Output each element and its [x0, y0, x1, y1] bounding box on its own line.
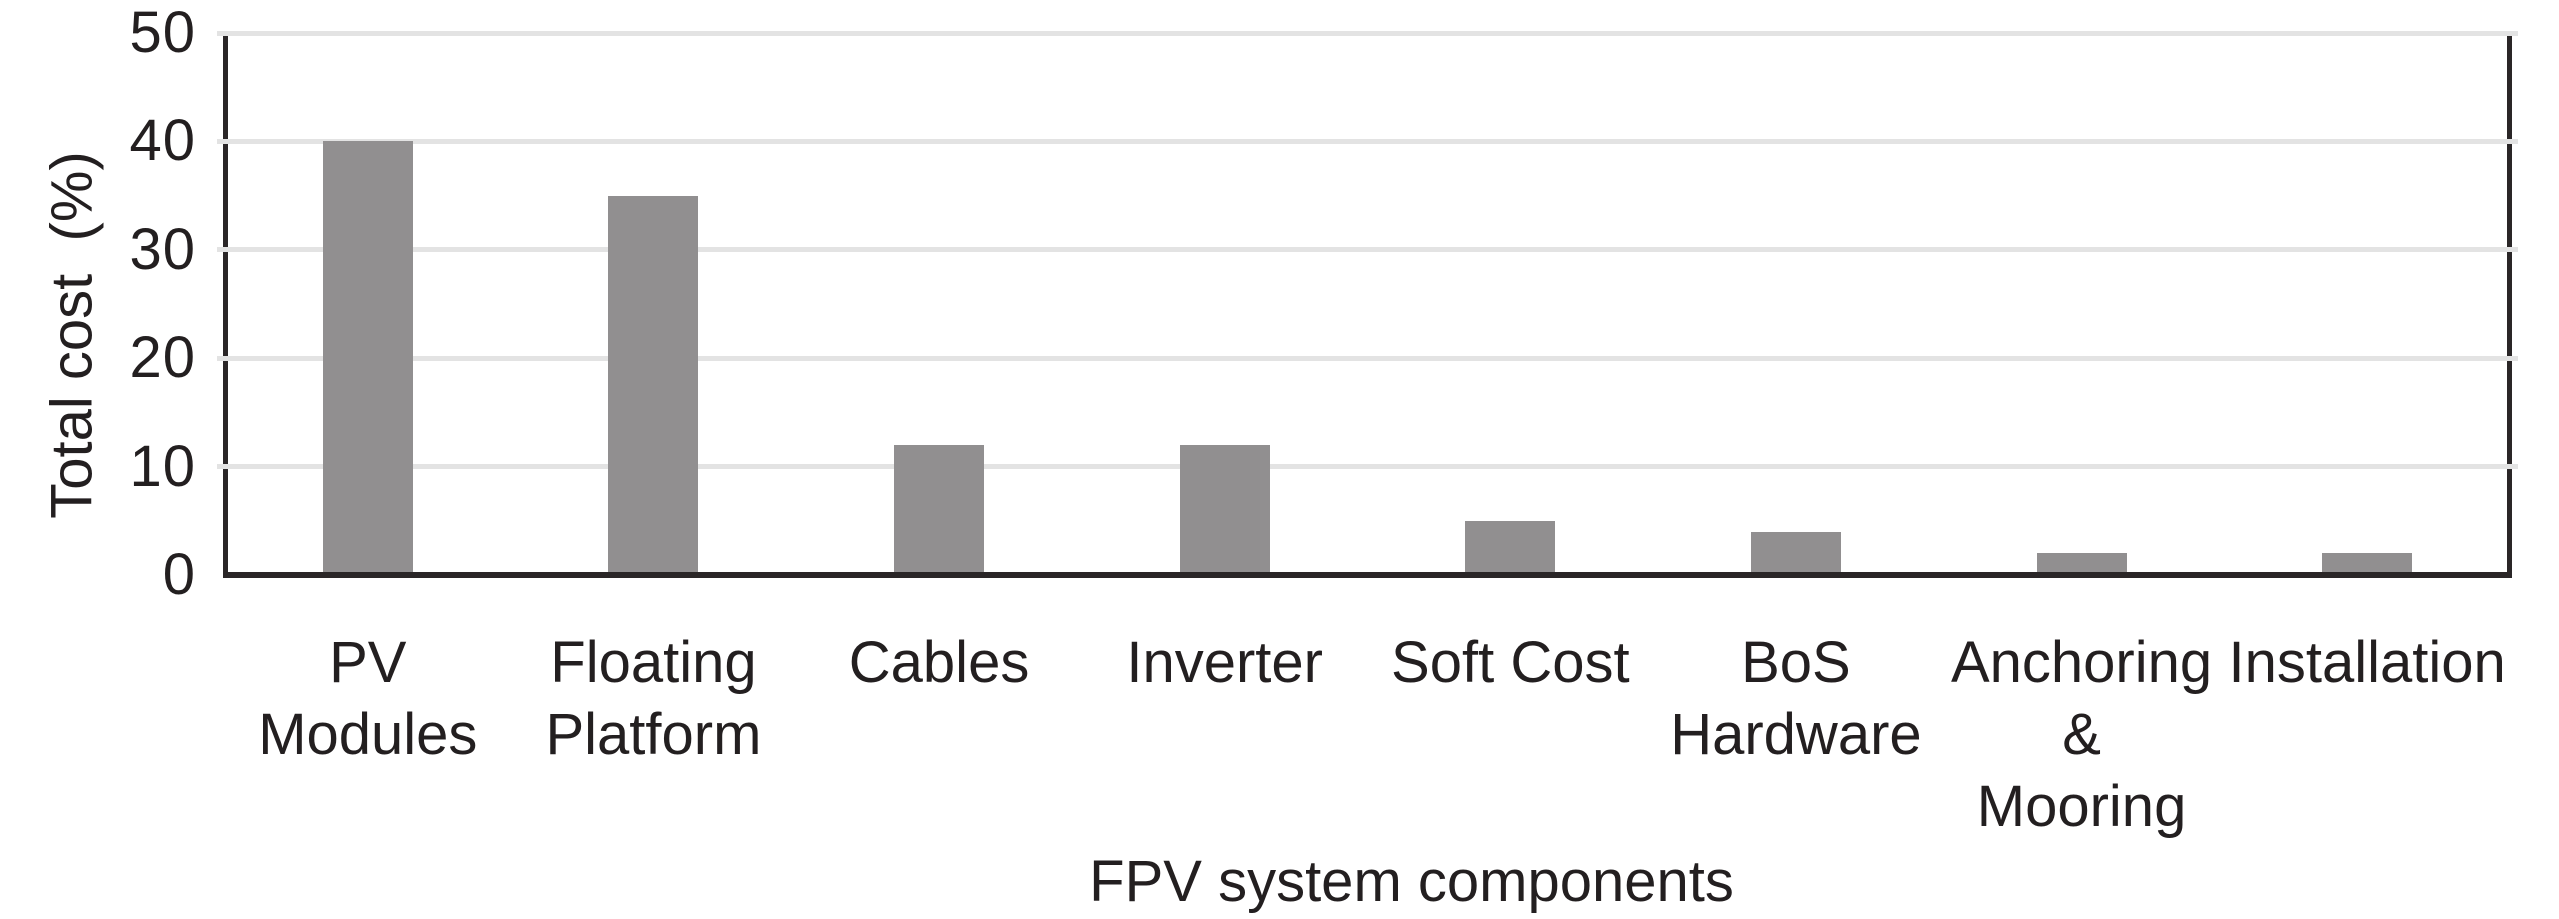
x-category-label-inverter: Inverter: [1126, 630, 1323, 695]
y-tick-label-40: 40: [129, 108, 196, 174]
x-axis-line: [223, 572, 2512, 578]
gridline-10: [217, 464, 2518, 470]
bar-pv-modules: [322, 141, 413, 575]
x-axis-title: FPV system components: [1089, 849, 1734, 914]
y-tick-label-10: 10: [129, 433, 196, 499]
bar-cables: [894, 444, 985, 575]
x-axis-category-labels: PV Modules Floating Platform Cables Inverte…: [225, 627, 2510, 843]
gridline-20: [217, 355, 2518, 361]
y-axis-tick-labels: 0 10 20 30 40 50: [0, 4, 196, 604]
y-axis-title: Total cost (%): [39, 151, 105, 519]
bar-anchoring: [2036, 553, 2127, 575]
x-category-label-soft-cost: Soft Cost: [1391, 630, 1630, 695]
bar-installation: [2322, 553, 2413, 575]
y-tick-label-20: 20: [129, 325, 196, 391]
x-category-label-installation: Installation: [2228, 630, 2506, 695]
y-tick-label-50: 50: [129, 0, 196, 65]
plot-right-border: [2507, 33, 2512, 575]
x-category-label-pv-modules: PV Modules: [258, 630, 478, 767]
x-category-label-floating: Floating Platform: [545, 630, 762, 767]
bar-bos: [1750, 531, 1841, 575]
gridline-40: [217, 138, 2518, 144]
gridline-50: [217, 30, 2518, 36]
x-category-label-bos: BoS Hardware: [1670, 630, 1922, 767]
y-tick-label-0: 0: [162, 542, 196, 607]
bar-inverter: [1179, 444, 1270, 575]
bar-floating: [608, 195, 699, 575]
y-axis-line: [223, 33, 228, 575]
plot-area: [217, 30, 2518, 578]
y-tick-label-30: 30: [129, 216, 196, 282]
gridline-30: [217, 247, 2518, 253]
x-category-label-anchoring: Anchoring & Mooring: [1950, 630, 2213, 839]
bar-soft-cost: [1465, 520, 1556, 575]
x-category-label-cables: Cables: [848, 630, 1030, 695]
